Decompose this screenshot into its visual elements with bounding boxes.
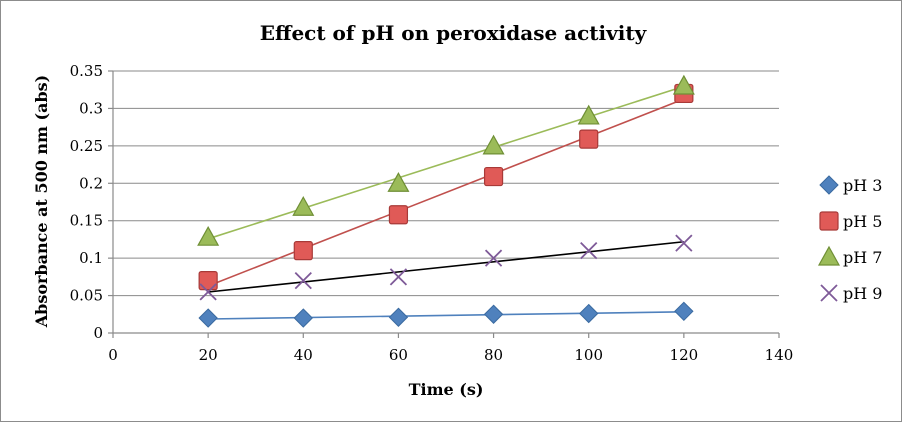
x-tick-label: 60 bbox=[389, 346, 408, 364]
y-tick-label: 0.15 bbox=[70, 212, 103, 230]
chart-title: Effect of pH on peroxidase activity bbox=[260, 21, 648, 45]
legend-marker-ph-7 bbox=[817, 245, 841, 266]
point-ph-7 bbox=[577, 104, 600, 125]
legend-label-ph-5: pH 5 bbox=[843, 212, 882, 231]
legend-label-ph-9: pH 9 bbox=[843, 284, 882, 303]
legend-marker-ph-9 bbox=[820, 284, 838, 302]
legend-label-ph-3: pH 3 bbox=[843, 176, 882, 195]
point-ph-3 bbox=[388, 307, 409, 327]
x-tick-label: 120 bbox=[670, 346, 699, 364]
x-tick-label: 80 bbox=[484, 346, 503, 364]
point-ph-5 bbox=[198, 271, 218, 291]
point-ph-5 bbox=[388, 205, 409, 225]
x-marker-stroke bbox=[389, 268, 408, 286]
grid bbox=[113, 70, 779, 297]
trendline-ph-5 bbox=[207, 98, 685, 287]
point-ph-3 bbox=[293, 308, 313, 328]
y-axis-title: Absorbance at 500 nm (abs) bbox=[32, 75, 51, 329]
legend: pH 3 pH 5 pH 7 pH 9 bbox=[817, 175, 882, 303]
point-ph-9 bbox=[294, 271, 312, 290]
point-ph-5 bbox=[293, 241, 313, 261]
point-ph-7 bbox=[387, 172, 410, 192]
y-tick-label: 0.2 bbox=[79, 174, 103, 192]
x-marker-stroke bbox=[484, 249, 503, 267]
x-tick-label: 100 bbox=[574, 346, 603, 364]
axes: 0 0.05 0.1 0.15 0.2 0.25 0.3 0.35 0 20 40 60 80 100 12… bbox=[70, 62, 794, 364]
point-ph-5 bbox=[579, 129, 599, 149]
x-tick-label: 20 bbox=[199, 346, 218, 364]
trendlines bbox=[207, 85, 685, 320]
legend-marker-ph-3 bbox=[819, 175, 839, 195]
x-marker-stroke bbox=[294, 271, 312, 290]
legend-marker-ph-5 bbox=[819, 211, 839, 231]
legend-label-ph-7: pH 7 bbox=[843, 248, 882, 267]
point-ph-9 bbox=[484, 249, 503, 267]
point-ph-7 bbox=[482, 134, 505, 155]
x-marker-stroke bbox=[820, 284, 838, 302]
x-tick-label: 140 bbox=[765, 346, 794, 364]
x-marker-stroke bbox=[675, 234, 693, 252]
y-tick-label: 0.3 bbox=[79, 99, 103, 117]
point-ph-9 bbox=[199, 283, 217, 301]
point-ph-3 bbox=[198, 308, 218, 328]
point-ph-7 bbox=[672, 74, 695, 95]
point-ph-3 bbox=[483, 304, 504, 324]
point-ph-5 bbox=[483, 166, 504, 187]
point-ph-9 bbox=[580, 242, 598, 260]
point-ph-3 bbox=[674, 301, 694, 321]
y-tick-label: 0.1 bbox=[79, 249, 103, 267]
x-tick-label: 0 bbox=[108, 346, 118, 364]
point-ph-3 bbox=[579, 303, 599, 324]
point-ph-7 bbox=[197, 225, 220, 246]
x-tick-label: 40 bbox=[294, 346, 313, 364]
y-tick-label: 0.35 bbox=[70, 62, 103, 80]
data-markers bbox=[197, 74, 695, 328]
y-tick-label: 0.05 bbox=[70, 287, 103, 305]
point-ph-9 bbox=[389, 268, 408, 286]
trendline-ph-7 bbox=[207, 85, 685, 240]
x-marker-stroke bbox=[199, 283, 217, 301]
x-marker-stroke bbox=[580, 242, 598, 260]
trendline-ph-9 bbox=[208, 240, 684, 293]
x-axis-title: Time (s) bbox=[409, 380, 484, 399]
point-ph-9 bbox=[675, 234, 693, 252]
y-tick-label: 0 bbox=[93, 324, 103, 342]
y-tick-label: 0.25 bbox=[70, 137, 103, 155]
point-ph-7 bbox=[292, 196, 315, 216]
trendline-ph-3 bbox=[208, 311, 684, 320]
